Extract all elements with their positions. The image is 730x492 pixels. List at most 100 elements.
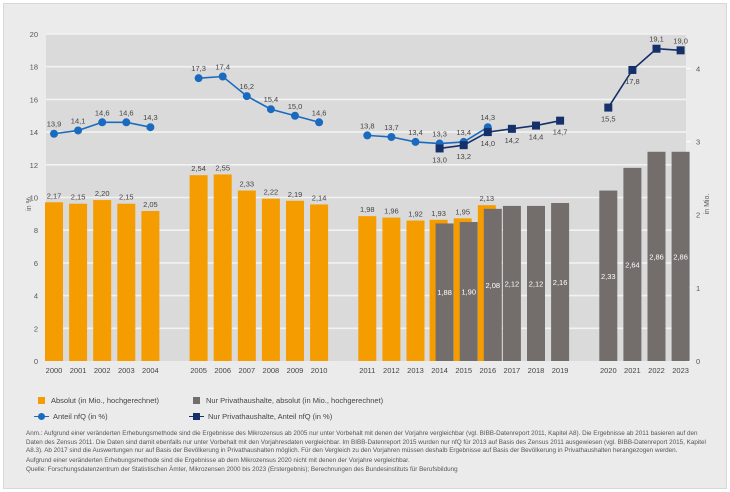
anteil-label: 15,4: [264, 95, 279, 104]
anteil-label: 15,0: [288, 102, 303, 111]
privat-anteil-line: [439, 119, 561, 150]
x-tick-label: 2013: [407, 366, 424, 375]
right-tick-label: 0: [696, 357, 700, 366]
anteil-point: [363, 131, 372, 140]
bar-privat: [527, 205, 545, 361]
right-tick-label: 1: [696, 284, 700, 293]
x-tick-label: 2001: [70, 366, 87, 375]
privat-anteil-point: [628, 65, 637, 74]
bar-label-privat: 2,86: [673, 252, 688, 261]
bar-absolut: [406, 220, 425, 361]
anteil-point: [242, 92, 251, 101]
bar-label-privat: 2,64: [625, 260, 640, 269]
x-tick-label: 2022: [648, 366, 665, 375]
privat-anteil-label: 13,0: [432, 155, 447, 164]
bar-label-absolut: 1,96: [384, 207, 399, 216]
anteil-label: 13,4: [456, 128, 471, 137]
legend: Absolut (in Mio., hochgerechnet) Nur Pri…: [34, 392, 383, 424]
x-tick-label: 2011: [359, 366, 375, 375]
anteil-point: [146, 123, 155, 132]
legend-item-absolut: Absolut (in Mio., hochgerechnet): [34, 396, 189, 405]
anteil-label: 14,1: [71, 116, 86, 125]
anteil-label: 14,6: [119, 108, 134, 117]
note-source: Quelle: Forschungsdatenzentrum der Stati…: [26, 466, 458, 474]
bar-label-privat: 1,90: [461, 288, 476, 297]
bar-label-absolut: 2,19: [288, 190, 303, 199]
privat-anteil-point: [556, 116, 565, 125]
bar-label-absolut: 1,93: [431, 209, 446, 218]
anteil-label: 13,7: [384, 123, 399, 132]
privat-anteil-point: [652, 44, 661, 53]
left-tick-label: 8: [34, 226, 38, 235]
bar-absolut: [310, 204, 329, 361]
x-tick-label: 2019: [552, 366, 569, 375]
anteil-label: 13,3: [432, 130, 447, 139]
privat-anteil-point: [676, 46, 685, 55]
anteil-label: 14,6: [312, 108, 327, 117]
x-tick-label: 2012: [383, 366, 400, 375]
anteil-label: 13,4: [408, 128, 423, 137]
anteil-label: 13,8: [360, 121, 375, 130]
bar-label-absolut: 1,98: [360, 205, 375, 214]
anteil-line: [367, 126, 489, 145]
privat-anteil-point: [604, 103, 613, 112]
legend-label: Nur Privathaushalte, Anteil nfQ (in %): [208, 411, 333, 421]
privat-anteil-line: [607, 47, 681, 109]
left-tick-label: 14: [30, 128, 38, 137]
anteil-point: [266, 105, 275, 114]
anteil-point: [387, 133, 396, 142]
privat-anteil-label: 19,0: [673, 36, 688, 45]
privat-anteil-point: [507, 124, 516, 133]
anteil-label: 17,3: [191, 64, 206, 73]
bar-privat: [435, 223, 454, 361]
bar-label-absolut: 1,95: [455, 207, 470, 216]
bar-label-privat: 2,16: [553, 278, 568, 287]
left-tick-label: 20: [30, 30, 38, 39]
privat-anteil-label: 14,2: [505, 136, 520, 145]
bar-label-absolut: 2,13: [479, 194, 494, 203]
legend-label: Nur Privathaushalte, absolut (in Mio., h…: [206, 395, 384, 405]
bar-privat: [502, 205, 521, 361]
x-tick-label: 2023: [672, 366, 689, 375]
x-tick-label: 2008: [263, 366, 280, 375]
left-tick-label: 6: [34, 259, 38, 268]
left-tick-label: 16: [30, 95, 38, 104]
x-tick-label: 2020: [600, 366, 617, 375]
legend-item-privat-absolut: Nur Privathaushalte, absolut (in Mio., h…: [189, 396, 383, 405]
privat-anteil-label: 14,0: [480, 139, 495, 148]
privat-anteil-label: 14,4: [529, 133, 544, 142]
note-anm: Anm.: Aufgrund einer veränderten Erhebun…: [26, 430, 706, 455]
bar-privat: [551, 202, 570, 361]
anteil-point: [122, 118, 131, 127]
anteil-label: 14,3: [143, 113, 158, 122]
bar-label-absolut: 2,54: [191, 164, 206, 173]
left-tick-label: 0: [34, 357, 38, 366]
figure-frame: 0 2 4 6 8 10 12 14 16 18 20 0 1 2 3 4 in % in Mio. 2000 200…: [3, 3, 727, 489]
x-tick-label: 2006: [214, 366, 231, 375]
left-tick-label: 12: [30, 161, 38, 170]
legend-circle-line-icon: [34, 412, 49, 420]
bar-label-absolut: 2,15: [71, 193, 86, 202]
legend-item-privat-anteil: Nur Privathaushalte, Anteil nfQ (in %): [189, 412, 332, 421]
x-tick-label: 2007: [238, 366, 255, 375]
privat-anteil-label: 13,2: [456, 152, 471, 161]
x-tick-label: 2018: [528, 366, 545, 375]
privat-anteil-label: 17,8: [625, 77, 640, 86]
bar-absolut: [69, 203, 88, 361]
bar-privat: [459, 222, 478, 361]
anteil-point: [50, 129, 58, 138]
bar-absolut: [382, 217, 401, 361]
bar-absolut: [261, 198, 280, 361]
x-tick-label: 2014: [431, 366, 448, 375]
bar-label-absolut: 2,05: [143, 200, 158, 209]
anteil-line: [198, 75, 320, 124]
x-tick-label: 2003: [118, 366, 135, 375]
bar-privat: [647, 151, 666, 361]
x-tick-label: 2002: [94, 366, 111, 375]
legend-swatch-grey: [193, 396, 200, 404]
x-tick-label: 2000: [46, 366, 63, 375]
anteil-label: 13,9: [47, 120, 62, 129]
bar-absolut: [213, 174, 232, 361]
privat-anteil-label: 15,5: [601, 115, 616, 124]
